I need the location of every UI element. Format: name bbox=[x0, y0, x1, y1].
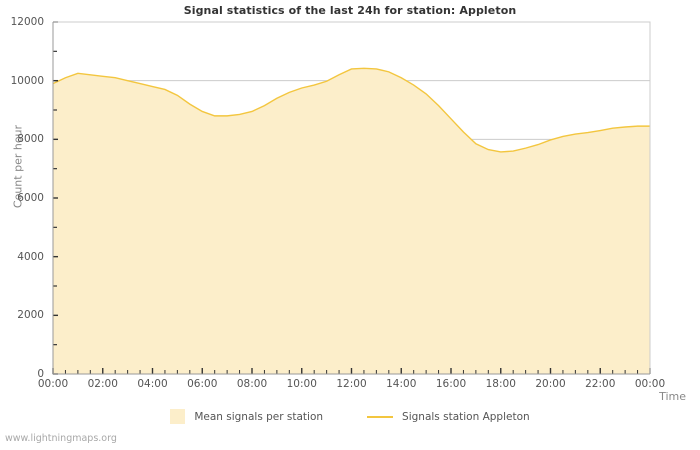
x-tick-label: 14:00 bbox=[386, 378, 417, 390]
plot-axes-spines bbox=[52, 22, 650, 375]
x-tick-label: 02:00 bbox=[87, 378, 118, 390]
x-tick-label: 12:00 bbox=[336, 378, 367, 390]
x-tick-label: 20:00 bbox=[535, 378, 566, 390]
y-tick-label: 0 bbox=[37, 368, 44, 380]
legend-label-mean-signals: Mean signals per station bbox=[194, 410, 324, 423]
line-swatch-icon bbox=[367, 415, 394, 418]
x-tick-label: 16:00 bbox=[435, 378, 467, 390]
y-tick-label: 2000 bbox=[17, 309, 44, 322]
x-tick-label: 18:00 bbox=[485, 378, 516, 390]
chart-legend: Mean signals per station Signals station… bbox=[0, 409, 700, 424]
x-tick-label: 00:00 bbox=[634, 378, 666, 390]
x-tick-label: 22:00 bbox=[585, 378, 616, 390]
legend-item-mean-signals: Mean signals per station bbox=[170, 409, 323, 424]
x-tick-label: 08:00 bbox=[236, 378, 268, 390]
y-tick-label: 12000 bbox=[10, 16, 44, 28]
x-axis-label: Time bbox=[659, 390, 686, 403]
series-line-appleton bbox=[52, 67, 650, 153]
legend-label-station-signals: Signals station Appleton bbox=[402, 410, 530, 423]
series-area-layer bbox=[52, 67, 650, 374]
site-watermark: www.lightningmaps.org bbox=[5, 433, 117, 444]
y-tick-label: 10000 bbox=[10, 74, 44, 87]
x-tick-label: 04:00 bbox=[137, 378, 168, 390]
area-swatch-icon bbox=[170, 409, 186, 424]
series-area-mean-signals bbox=[53, 68, 650, 374]
y-tick-label: 8000 bbox=[17, 133, 44, 146]
y-tick-label: 4000 bbox=[17, 250, 44, 263]
legend-item-station-signals: Signals station Appleton bbox=[367, 411, 530, 423]
x-tick-label: 00:00 bbox=[37, 378, 69, 390]
y-tick-label: 6000 bbox=[17, 192, 44, 204]
x-tick-label: 10:00 bbox=[286, 378, 317, 390]
plot-border-light bbox=[53, 21, 651, 374]
chart-title: Signal statistics of the last 24h for st… bbox=[183, 4, 517, 17]
x-tick-label: 06:00 bbox=[187, 378, 218, 390]
plot-frame bbox=[52, 21, 651, 375]
